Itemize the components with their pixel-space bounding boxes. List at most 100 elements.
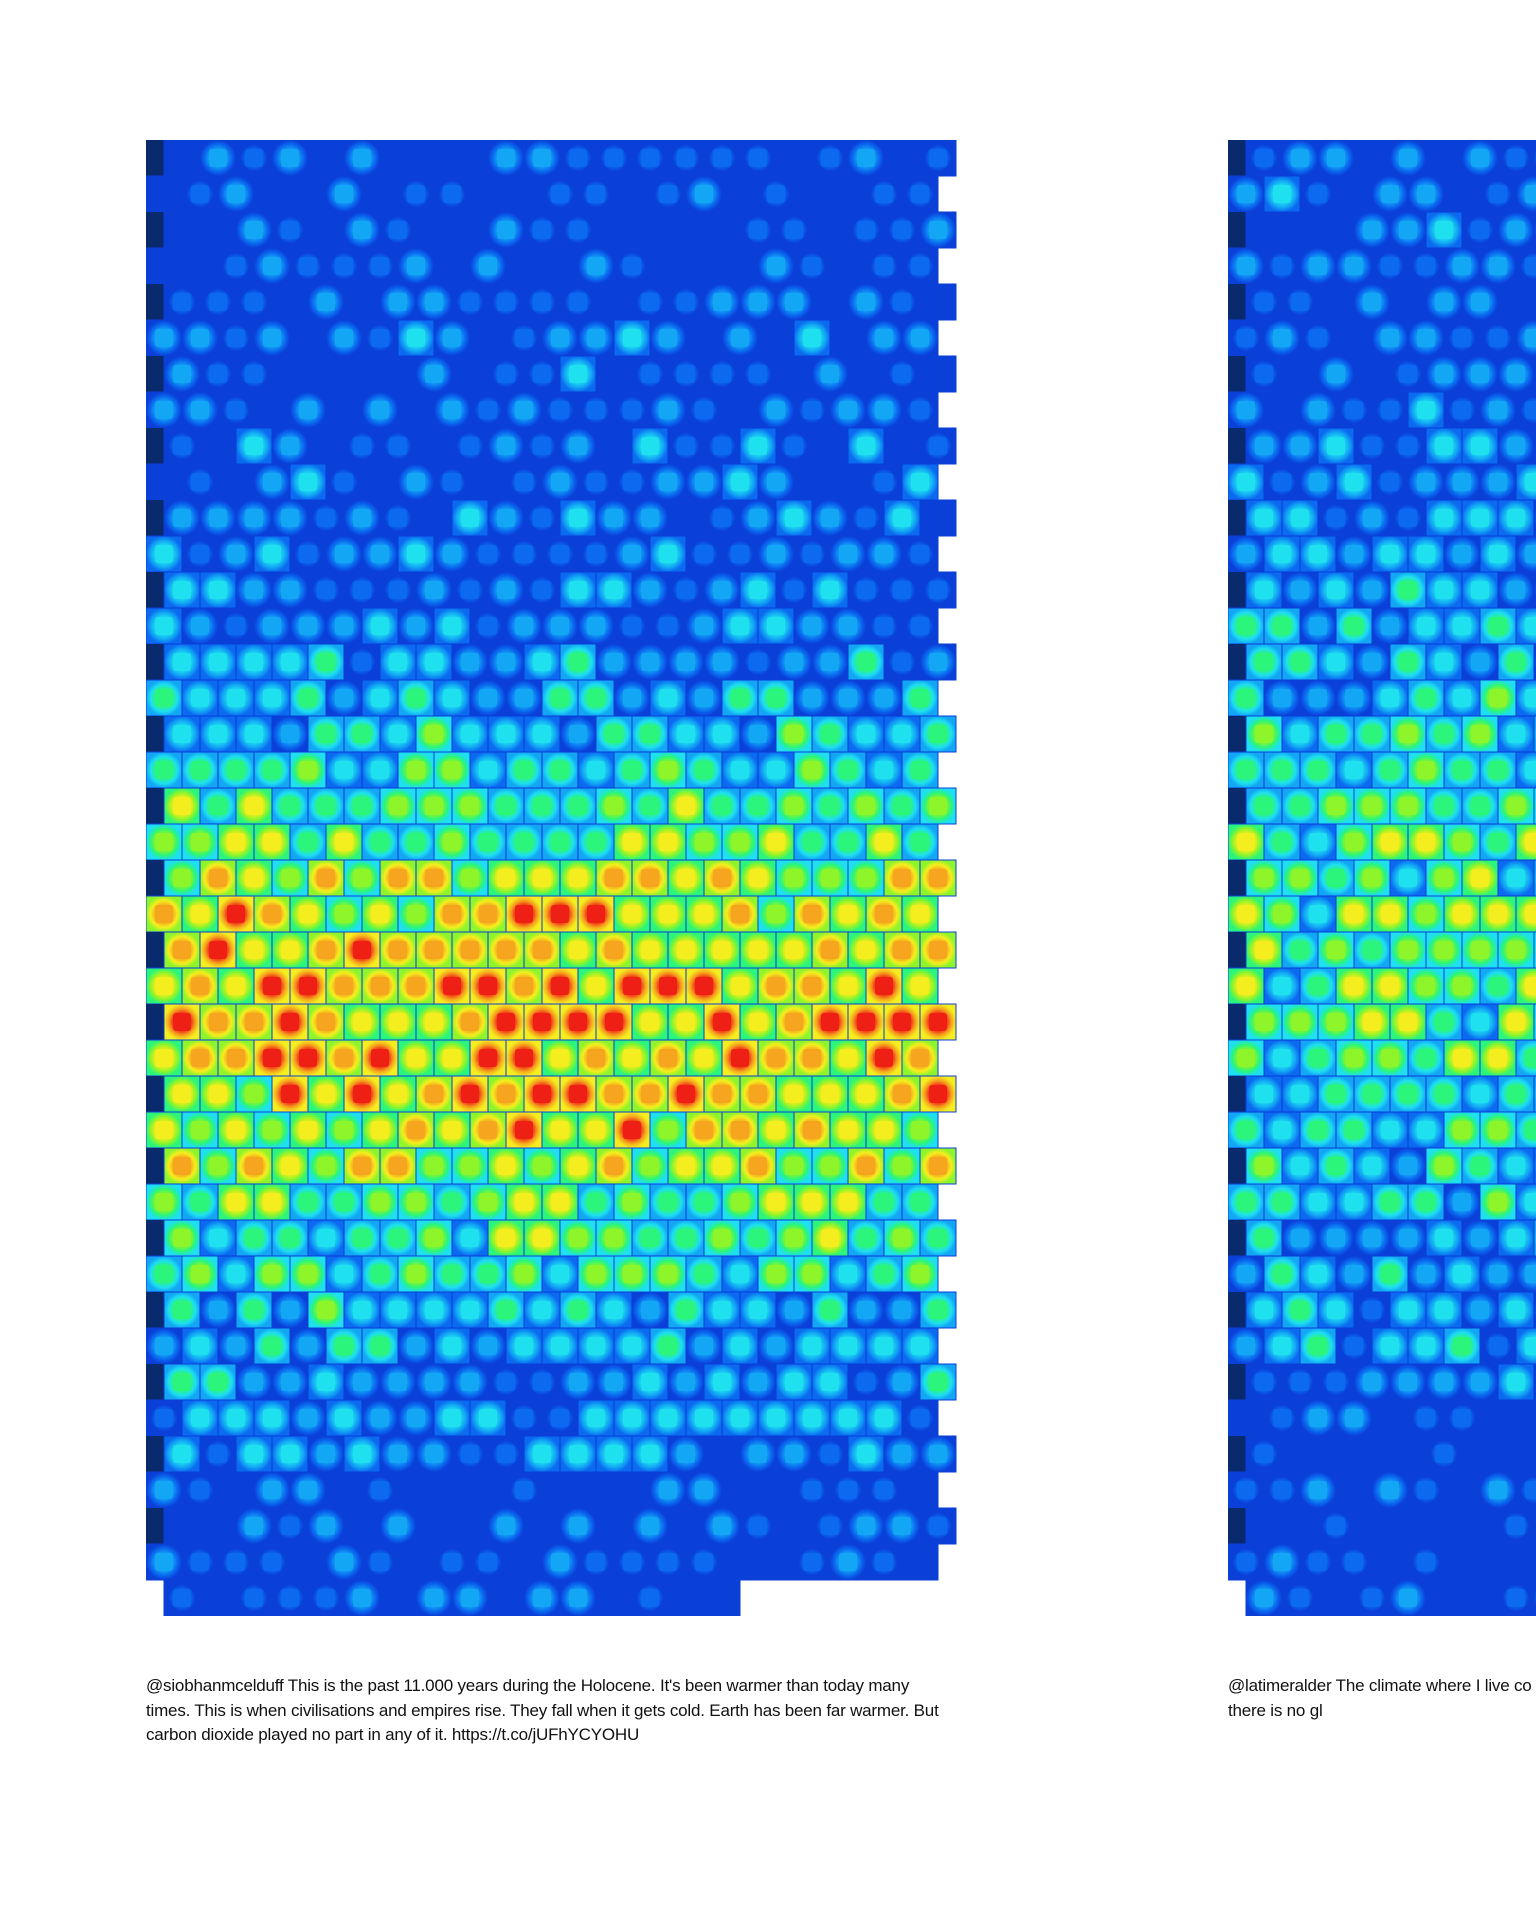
weave-cell-core	[1273, 761, 1291, 779]
weave-cell-core	[1327, 221, 1345, 239]
weave-cell-core	[461, 1157, 479, 1175]
weave-cell-core	[263, 761, 281, 779]
weave-cell-core	[839, 617, 857, 635]
weave-cell-core	[353, 293, 371, 311]
weave-cell-core	[209, 1517, 227, 1535]
weave-edge	[1228, 1148, 1246, 1184]
weave-cell-core	[1309, 761, 1327, 779]
weave-cell-core	[425, 437, 443, 455]
weave-cell-core	[587, 1121, 605, 1139]
weave-cell-core	[1489, 1121, 1507, 1139]
weave-cell-core	[353, 581, 371, 599]
weave-cell-core	[875, 1049, 893, 1067]
weave-cell-core	[515, 905, 533, 923]
weave-cell-core	[569, 581, 587, 599]
weave-cell-core	[1309, 329, 1327, 347]
weave-cell-core	[1507, 293, 1525, 311]
weave-cell	[1533, 931, 1536, 969]
weave-cell-core	[713, 653, 731, 671]
weave-cell-core	[821, 1085, 839, 1103]
weave-cell-core	[713, 797, 731, 815]
weave-cell-core	[1453, 1265, 1471, 1283]
weave-cell-core	[893, 365, 911, 383]
weave-cell-core	[641, 941, 659, 959]
weave-cell-core	[155, 761, 173, 779]
weave-cell-core	[1453, 689, 1471, 707]
weave-cell-core	[1381, 1049, 1399, 1067]
weave-cell-core	[1399, 1445, 1417, 1463]
weave-cell	[901, 1399, 939, 1437]
weave-cell-core	[1309, 977, 1327, 995]
weave-cell-core	[335, 401, 353, 419]
weave-cell-core	[821, 509, 839, 527]
weave-cell-core	[1255, 1085, 1273, 1103]
weave-cell-core	[533, 1589, 551, 1607]
weave-cell-core	[1273, 1337, 1291, 1355]
weave-cell-core	[857, 1085, 875, 1103]
weave-cell-core	[533, 1517, 551, 1535]
weave-cell-core	[371, 689, 389, 707]
weave-cell-core	[245, 1085, 263, 1103]
weave-cell-core	[479, 1553, 497, 1571]
weave-cell-core	[605, 581, 623, 599]
weave-edge	[146, 716, 164, 752]
weave-cell-core	[191, 833, 209, 851]
weave-cell-core	[425, 869, 443, 887]
weave-cell-core	[731, 1121, 749, 1139]
weave-cell-core	[911, 401, 929, 419]
weave-cell-core	[407, 185, 425, 203]
weave-cell-core	[731, 1481, 749, 1499]
weave-cell-core	[155, 1553, 173, 1571]
weave-cell-core	[695, 1481, 713, 1499]
weave-cell-core	[551, 617, 569, 635]
weave-cell-core	[1471, 437, 1489, 455]
weave-cell-core	[1525, 833, 1536, 851]
weave-cell-core	[317, 1157, 335, 1175]
weave-cell-core	[1255, 941, 1273, 959]
weave-cell-core	[461, 941, 479, 959]
weave-cell-core	[623, 1049, 641, 1067]
weave-cell-core	[425, 1589, 443, 1607]
weave-cell-core	[929, 221, 947, 239]
weave-cell-core	[605, 725, 623, 743]
weave-cell	[307, 427, 345, 465]
weave-cell-core	[911, 545, 929, 563]
weave-edge	[1228, 500, 1246, 536]
weave-cell-core	[785, 869, 803, 887]
weave-cell-core	[173, 1589, 191, 1607]
weave-cell-core	[569, 1229, 587, 1247]
weave-edge	[146, 932, 164, 968]
weave-cell	[559, 715, 597, 753]
weave-cell-core	[317, 365, 335, 383]
weave-cell-core	[713, 221, 731, 239]
weave-cell-core	[353, 1517, 371, 1535]
weave-cell-core	[803, 761, 821, 779]
weave-edge	[1228, 140, 1246, 176]
weave-cell-core	[245, 1517, 263, 1535]
weave-cell-core	[569, 149, 587, 167]
weave-cell-core	[605, 509, 623, 527]
weave-cell-core	[659, 1193, 677, 1211]
weave-cell-core	[1489, 1337, 1507, 1355]
weave-cell-core	[1291, 1085, 1309, 1103]
weave-cell-core	[407, 1049, 425, 1067]
weave-cell-core	[929, 365, 947, 383]
weave-cell-core	[1435, 653, 1453, 671]
weave-cell-core	[317, 509, 335, 527]
weave-cell-core	[1291, 1229, 1309, 1247]
weave-cell	[433, 319, 471, 357]
weave-cell-core	[749, 1445, 767, 1463]
weave-cell-core	[335, 1409, 353, 1427]
weave-cell-core	[317, 869, 335, 887]
weave-edge	[146, 1436, 164, 1472]
weave-cell-core	[893, 941, 911, 959]
weave-cell-core	[1273, 473, 1291, 491]
weave-cell-core	[659, 401, 677, 419]
weave-cell-core	[749, 1517, 767, 1535]
weave-cell-core	[173, 149, 191, 167]
weave-cell-core	[1417, 545, 1435, 563]
weave-cell-core	[1471, 221, 1489, 239]
weave-cell-core	[1237, 1193, 1255, 1211]
weave-cell-core	[1489, 1265, 1507, 1283]
weave-cell-core	[1399, 1085, 1417, 1103]
